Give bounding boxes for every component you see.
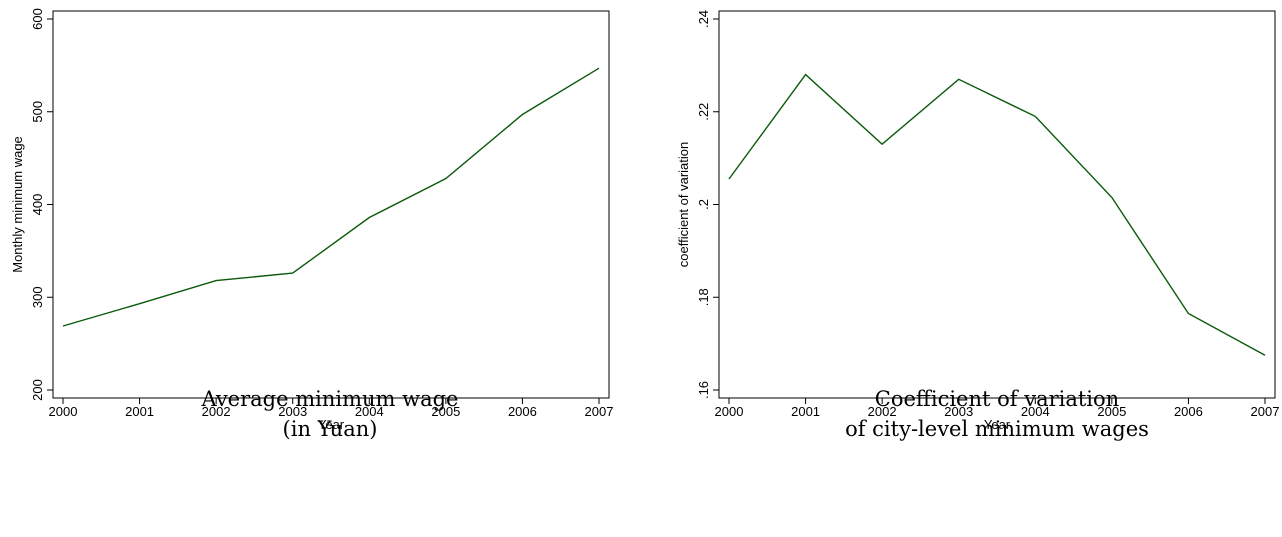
coefficient-of-variation-chart: 2000 2001 2002 2003 2004 2005 2006 2007 .16 .18 .2… — [676, 10, 1279, 432]
cv-plot-frame — [718, 10, 1276, 399]
wage-y-tick-label: 400 — [30, 194, 45, 216]
wage-x-tick-label: 2003 — [278, 404, 307, 419]
caption-right-line-1: Coefficient of variation — [874, 387, 1120, 411]
wage-x-tick-label: 2005 — [431, 404, 460, 419]
caption-right-line-2: of city-level minimum wages — [845, 417, 1149, 441]
cv-y-tick-label: .18 — [696, 288, 711, 306]
caption-left: Average minimum wage (in Yuan) — [130, 384, 530, 444]
average-minimum-wage-chart: 2000 2001 2002 2003 2004 2005 2006 2007 200 300 40… — [10, 8, 613, 432]
cv-y-tick-label: .22 — [696, 103, 711, 121]
wage-x-tick-label: 2002 — [202, 404, 231, 419]
cv-y-tick-label: .2 — [696, 199, 711, 210]
wage-y-tick-label: 600 — [30, 8, 45, 30]
wage-x-tick-label: 2001 — [125, 404, 154, 419]
cv-x-axis-title: Year — [984, 417, 1011, 432]
wage-y-tick-label: 200 — [30, 379, 45, 401]
cv-y-tick-label: .24 — [696, 10, 711, 28]
cv-x-tick-label: 2000 — [715, 404, 744, 419]
wage-x-tick-label: 2007 — [585, 404, 614, 419]
cv-x-tick-label: 2005 — [1097, 404, 1126, 419]
wage-y-tick-label: 500 — [30, 101, 45, 123]
cv-y-axis-title: coefficient of variation — [676, 142, 691, 268]
wage-plot-frame — [52, 10, 610, 399]
wage-y-tick-label: 300 — [30, 286, 45, 308]
cv-x-tick-label: 2006 — [1174, 404, 1203, 419]
cv-x-tick-label: 2007 — [1251, 404, 1280, 419]
caption-right: Coefficient of variation of city-level m… — [797, 384, 1197, 444]
wage-series-line — [62, 67, 600, 327]
cv-series-line — [728, 73, 1266, 356]
wage-y-axis-title: Monthly minimum wage — [10, 136, 25, 273]
caption-left-line-2: (in Yuan) — [282, 417, 378, 441]
caption-left-line-1: Average minimum wage — [201, 387, 459, 411]
wage-x-tick-label: 2004 — [355, 404, 384, 419]
cv-x-tick-label: 2001 — [791, 404, 820, 419]
cv-x-tick-label: 2004 — [1021, 404, 1050, 419]
cv-y-tick-label: .16 — [696, 381, 711, 399]
cv-x-tick-label: 2002 — [868, 404, 897, 419]
wage-x-axis-title: Year — [318, 417, 345, 432]
cv-x-tick-label: 2003 — [944, 404, 973, 419]
wage-x-tick-label: 2000 — [49, 404, 78, 419]
wage-x-tick-label: 2006 — [508, 404, 537, 419]
